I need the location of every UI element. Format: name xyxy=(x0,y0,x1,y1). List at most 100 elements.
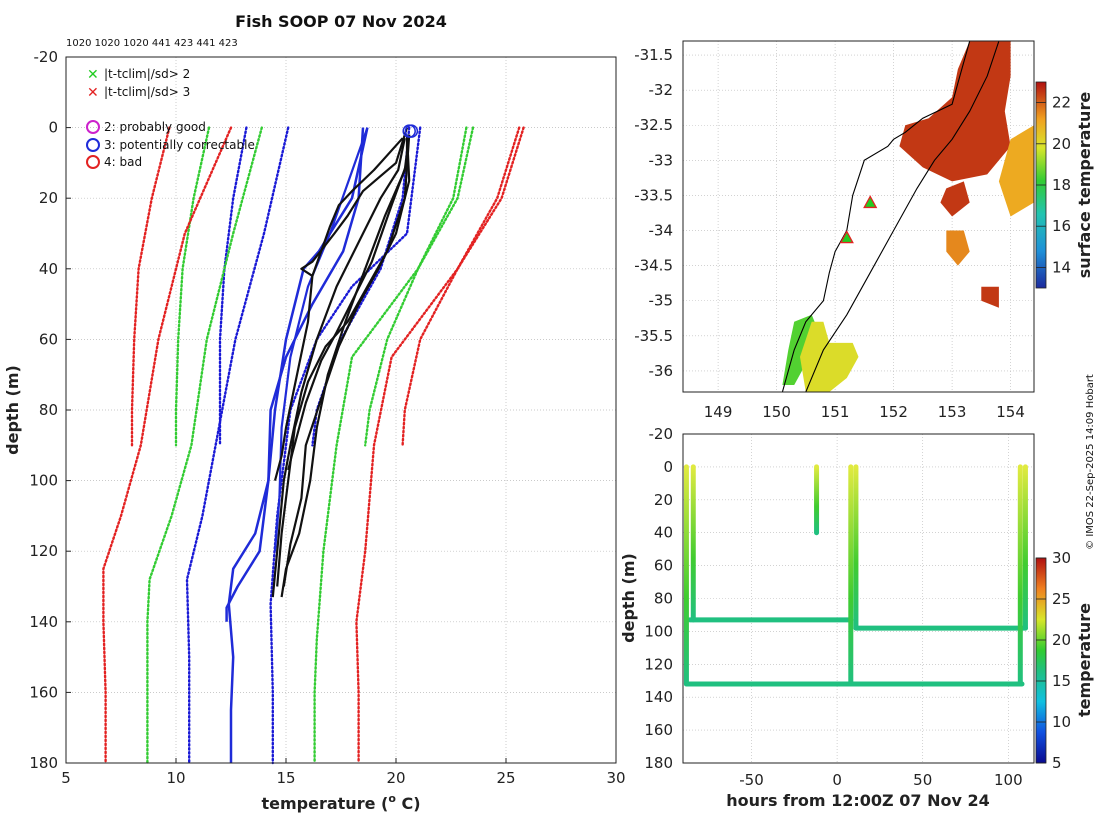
legend-label-sd3: |t-tclim|/sd> 3 xyxy=(104,85,190,99)
credit-text: © IMOS 22-Sep-2025 14:09 Hobart xyxy=(1085,374,1096,550)
map-stations xyxy=(839,195,878,244)
map-y-tick-label: -32.5 xyxy=(634,116,673,134)
legend-label-probably-good: 2: probably good xyxy=(104,120,206,134)
main-x-tick-label: 15 xyxy=(276,769,295,787)
climatology-line-green-low-A xyxy=(174,126,211,447)
map-y-tick-label: -31.5 xyxy=(634,46,673,64)
flag-marker xyxy=(404,124,419,138)
main-y-tick-label: 180 xyxy=(29,754,58,772)
map-sst-patches xyxy=(782,41,1034,392)
map-x-tick-label: 151 xyxy=(821,403,850,421)
section-y-tick-label: 60 xyxy=(654,557,673,575)
profile-line-black-7 xyxy=(287,134,409,471)
map-y-ticks: -31.5 -32 -32.5 -33 -33.5 -34 -34.5 -35 -35.5 -36 xyxy=(634,46,673,380)
section-x-ticks: -50 0 50 100 xyxy=(739,771,1022,789)
climatology-line-blue-low-B xyxy=(185,126,290,765)
main-x-label: temperature (o C) xyxy=(261,792,420,813)
temperature-colorbar-tick-label: 20 xyxy=(1052,631,1071,649)
climatology-line-green-low-B xyxy=(146,126,263,765)
legend-item-potentially-correctable: 3: potentially correctable xyxy=(86,138,255,152)
main-y-tick-label: 100 xyxy=(29,472,58,490)
section-grid xyxy=(683,433,1034,764)
temperature-colorbar-tick-label: 30 xyxy=(1052,549,1071,567)
legend-symbol-x-green: ✕ xyxy=(87,67,99,83)
main-x-tick-label: 20 xyxy=(386,769,405,787)
temperature-colorbar-tick-label: 25 xyxy=(1052,590,1071,608)
legend-item-bad: 4: bad xyxy=(86,155,142,169)
map-y-tick-label: -33.5 xyxy=(634,186,673,204)
sst-colorbar-ticks: 14 16 18 20 22 xyxy=(1036,94,1071,276)
section-y-tick-label: -20 xyxy=(649,425,674,443)
main-y-tick-label: 40 xyxy=(39,260,58,278)
main-y-tick-label: 120 xyxy=(29,542,58,560)
map-y-tick-label: -35.5 xyxy=(634,327,673,345)
section-y-ticks: -20 0 20 40 60 80 100 120 140 160 180 xyxy=(644,425,673,772)
main-y-tick-label: 140 xyxy=(29,613,58,631)
temperature-colorbar-tick-label: 5 xyxy=(1052,754,1062,772)
legend-symbol-circle-magenta xyxy=(86,120,100,134)
sst-colorbar-label: surface temperature xyxy=(1075,92,1094,279)
section-x-label: hours from 12:00Z 07 Nov 24 xyxy=(726,791,989,810)
climatology-line-red-low-A xyxy=(130,126,171,447)
section-y-tick-label: 80 xyxy=(654,590,673,608)
main-y-tick-label: -20 xyxy=(34,48,59,66)
section-x-tick-label: 100 xyxy=(994,771,1023,789)
profile-markers xyxy=(402,124,419,138)
legend-symbol-circle-blue xyxy=(86,138,100,152)
map-y-tick-label: -34 xyxy=(649,222,674,240)
legend-item-sd3: ✕ |t-tclim|/sd> 3 xyxy=(87,85,190,101)
map-lines xyxy=(781,40,1034,393)
section-y-tick-label: 140 xyxy=(644,688,673,706)
climatology-line-red-low-B xyxy=(102,126,233,765)
station-marker xyxy=(839,230,854,244)
main-x-tick-label: 5 xyxy=(61,769,71,787)
legend: ✕ |t-tclim|/sd> 2 ✕ |t-tclim|/sd> 3 2: p… xyxy=(86,67,255,169)
temperature-colorbar-tick-label: 15 xyxy=(1052,672,1071,690)
legend-label-sd2: |t-tclim|/sd> 2 xyxy=(104,67,190,81)
profile-line-black-2 xyxy=(280,134,411,598)
profile-line-black-3 xyxy=(282,134,411,587)
map-y-tick-label: -32 xyxy=(649,81,674,99)
sst-patch xyxy=(998,125,1034,217)
section-axes-frame xyxy=(682,433,1035,764)
map-x-tick-label: 150 xyxy=(762,403,791,421)
main-x-tick-label: 10 xyxy=(166,769,185,787)
sst-patch xyxy=(899,41,1011,182)
main-y-tick-label: 80 xyxy=(39,401,58,419)
climatology-line-red-high-B xyxy=(355,126,525,765)
section-x-tick-label: 50 xyxy=(913,771,932,789)
sst-colorbar-tick-label: 22 xyxy=(1052,94,1071,112)
main-y-tick-label: 20 xyxy=(39,189,58,207)
main-y-tick-label: 0 xyxy=(48,119,58,137)
profile-line-black-4 xyxy=(271,137,406,598)
temperature-colorbar-ticks: 5 10 15 20 25 30 xyxy=(1036,549,1071,772)
coastline xyxy=(781,40,1034,393)
legend-item-probably-good: 2: probably good xyxy=(86,120,206,134)
profile-lines xyxy=(225,127,411,763)
map-y-tick-label: -35 xyxy=(649,292,674,310)
main-y-label: depth (m) xyxy=(3,365,22,455)
legend-label-bad: 4: bad xyxy=(104,155,142,169)
main-x-tick-label: 25 xyxy=(496,769,515,787)
section-lines xyxy=(683,464,1028,687)
legend-symbol-circle-red xyxy=(86,155,100,169)
profile-line-black-1 xyxy=(300,127,409,277)
map-axes-frame xyxy=(682,40,1035,393)
main-y-ticks: -20 0 20 40 60 80 100 120 140 160 180 xyxy=(29,48,71,772)
section-y-tick-label: 40 xyxy=(654,524,673,542)
climatology-line-red-high-A xyxy=(401,126,521,447)
profile-line-black-6 xyxy=(273,137,404,481)
map-x-tick-label: 152 xyxy=(879,403,908,421)
sst-patch xyxy=(946,230,970,266)
section-y-tick-label: 160 xyxy=(644,721,673,739)
sst-colorbar-tick-label: 14 xyxy=(1052,258,1071,276)
profile-line-blue-3 xyxy=(273,127,369,552)
map-x-ticks: 149 150 151 152 153 154 xyxy=(704,403,1025,421)
sst-colorbar-tick-label: 20 xyxy=(1052,135,1071,153)
sst-colorbar-tick-label: 18 xyxy=(1052,176,1071,194)
section-x-tick-label: 0 xyxy=(832,771,842,789)
section-y-label: depth (m) xyxy=(619,553,638,643)
section-y-tick-label: 0 xyxy=(663,458,673,476)
section-x-tick-label: -50 xyxy=(739,771,764,789)
climatology-line-green-high-B xyxy=(313,126,475,765)
